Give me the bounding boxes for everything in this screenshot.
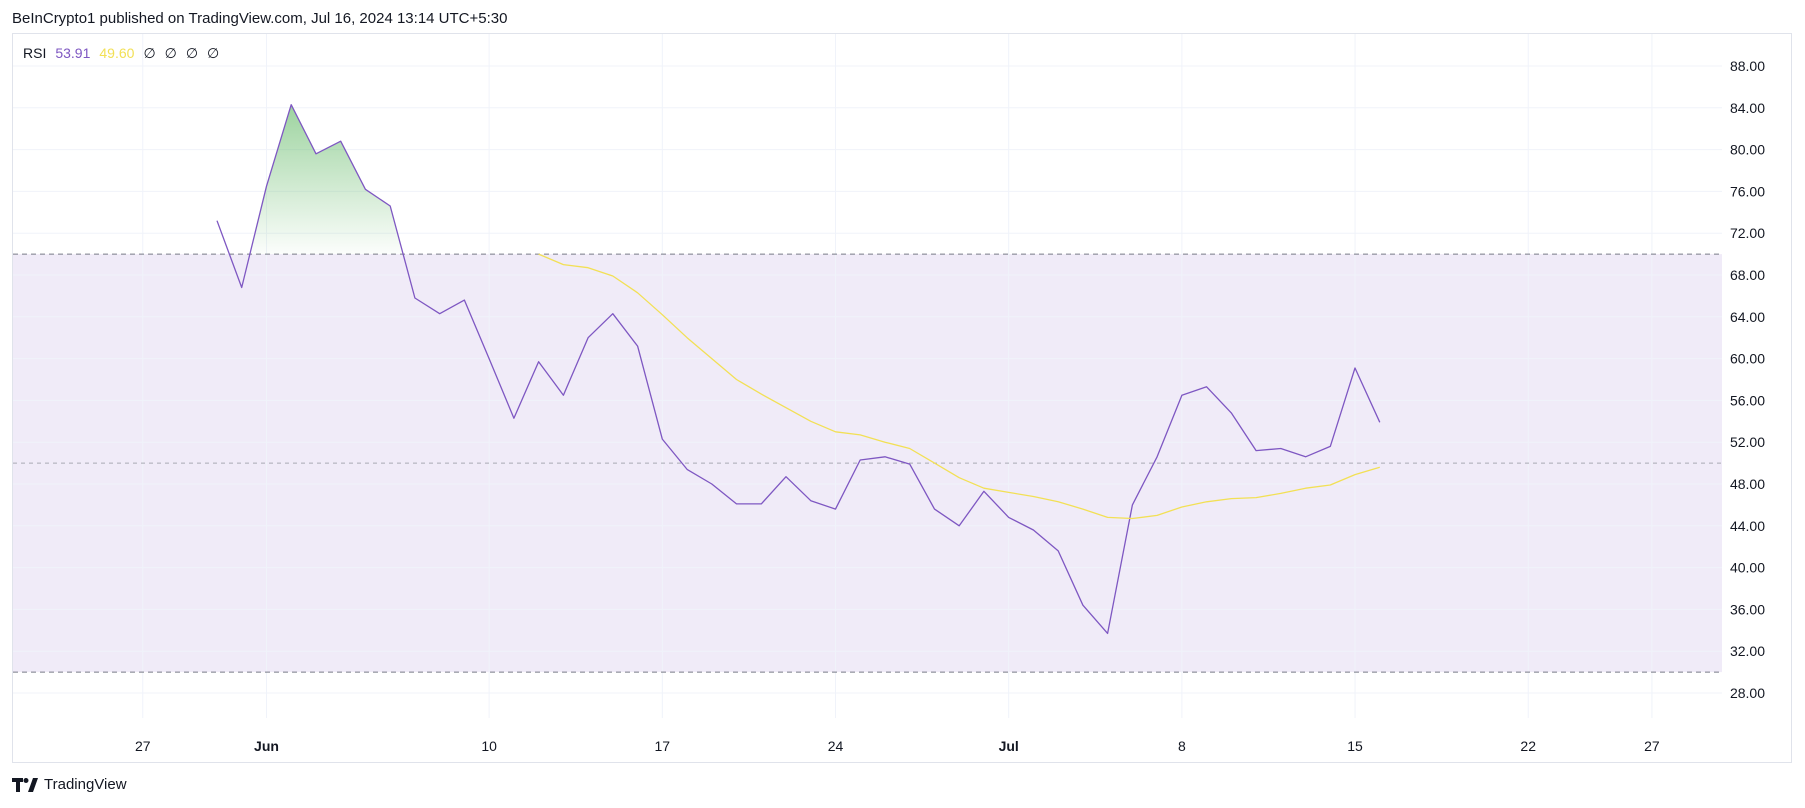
y-tick-label: 40.00 [1730,560,1765,576]
rsi-ma-line [538,253,1380,520]
x-tick-label: 15 [1347,738,1363,754]
x-tick-label: Jun [254,738,279,754]
x-tick-label: 24 [828,738,844,754]
legend-name: RSI [23,45,47,61]
footer: TradingView [12,776,127,793]
chart-frame [12,33,1792,763]
y-tick-label: 76.00 [1730,183,1765,199]
rsi-chart[interactable]: 88.00 84.00 80.00 76.00 72.00 68.00 64.00 60.00… [0,0,1805,760]
x-tick-label: 17 [655,738,671,754]
y-tick-label: 80.00 [1730,142,1765,158]
legend-rsi-value: 53.91 [55,45,91,61]
y-tick-label: 28.00 [1730,685,1765,701]
publish-info: BeInCrypto1 published on TradingView.com… [12,10,508,27]
y-tick-label: 56.00 [1730,392,1765,408]
y-tick-label: 48.00 [1730,476,1765,492]
rsi-line [216,104,1381,635]
legend-na-value: ∅ [164,45,177,61]
y-tick-label: 68.00 [1730,267,1765,283]
y-tick-label: 32.00 [1730,643,1765,659]
y-tick-label: 44.00 [1730,518,1765,534]
legend-na-value: ∅ [143,45,156,61]
legend-na-value: ∅ [207,45,220,61]
tradingview-logo-icon[interactable] [12,777,38,792]
x-tick-label: 10 [481,738,497,754]
y-tick-label: 60.00 [1730,351,1765,367]
y-tick-label: 52.00 [1730,434,1765,450]
y-tick-label: 88.00 [1730,58,1765,74]
x-tick-label: Jul [999,738,1019,754]
y-tick-label: 36.00 [1730,601,1765,617]
y-tick-label: 64.00 [1730,309,1765,325]
footer-brand[interactable]: TradingView [44,776,127,793]
legend-ma-value: 49.60 [99,45,135,61]
indicator-legend[interactable]: RSI 53.91 49.60 ∅ ∅ ∅ ∅ [23,45,219,62]
y-tick-label: 84.00 [1730,100,1765,116]
x-tick-label: 22 [1520,738,1536,754]
y-tick-label: 72.00 [1730,225,1765,241]
x-tick-label: 27 [1644,738,1660,754]
overbought-fill [249,104,404,255]
x-tick-label: 27 [135,738,151,754]
x-tick-label: 8 [1178,738,1186,754]
legend-na-value: ∅ [185,45,199,61]
